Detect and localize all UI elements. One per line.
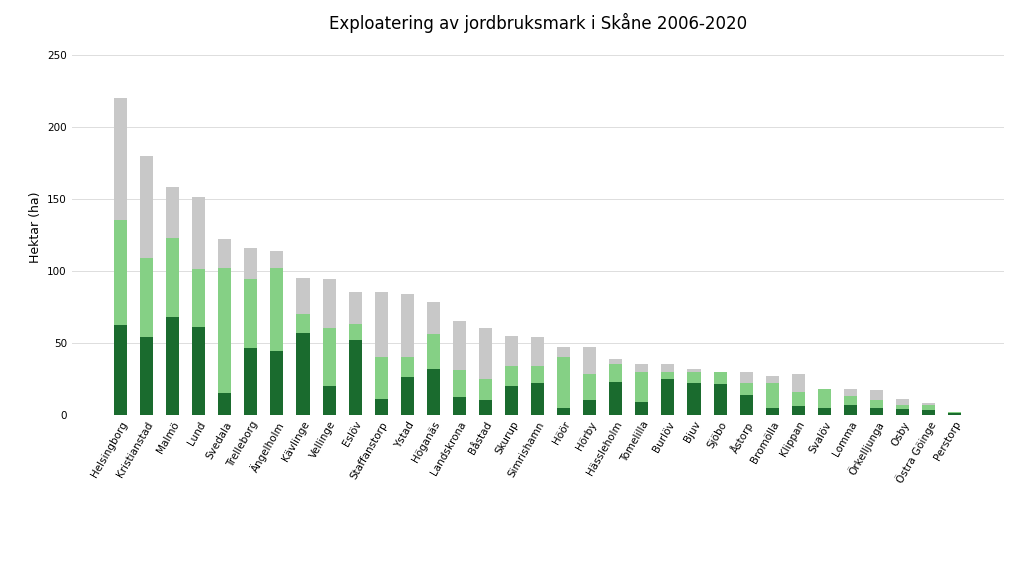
Title: Exploatering av jordbruksmark i Skåne 2006-2020: Exploatering av jordbruksmark i Skåne 20… (329, 13, 746, 33)
Bar (245, 348, 257, 415)
Bar (348, 340, 361, 415)
Bar (557, 347, 570, 357)
Bar (844, 396, 857, 404)
Bar (297, 278, 309, 314)
Bar (687, 369, 700, 372)
Bar (557, 408, 570, 415)
Bar (739, 372, 753, 383)
Bar (323, 386, 336, 415)
Bar (557, 357, 570, 408)
Bar (400, 357, 414, 377)
Bar (635, 372, 648, 402)
Bar (609, 381, 623, 415)
Bar (739, 383, 753, 395)
Bar (218, 268, 231, 393)
Bar (584, 347, 596, 374)
Bar (922, 403, 935, 404)
Bar (584, 400, 596, 415)
Bar (479, 400, 492, 415)
Bar (193, 327, 205, 415)
Bar (427, 334, 440, 369)
Bar (687, 383, 700, 415)
Bar (114, 98, 127, 220)
Y-axis label: Hektar (ha): Hektar (ha) (29, 192, 42, 263)
Bar (844, 404, 857, 415)
Bar (922, 410, 935, 415)
Bar (662, 365, 675, 372)
Bar (140, 258, 154, 337)
Bar (739, 395, 753, 415)
Bar (453, 397, 466, 415)
Bar (427, 369, 440, 415)
Bar (766, 383, 778, 408)
Bar (818, 389, 830, 408)
Bar (870, 400, 883, 408)
Bar (479, 379, 492, 400)
Bar (140, 337, 154, 415)
Bar (714, 385, 727, 415)
Bar (375, 357, 388, 399)
Bar (635, 365, 648, 372)
Bar (792, 406, 805, 415)
Bar (662, 379, 675, 415)
Bar (609, 358, 623, 364)
Bar (531, 366, 544, 383)
Bar (870, 391, 883, 400)
Bar (348, 292, 361, 324)
Bar (297, 332, 309, 415)
Bar (792, 374, 805, 392)
Bar (844, 389, 857, 396)
Bar (218, 239, 231, 268)
Bar (166, 187, 179, 237)
Bar (270, 268, 284, 351)
Bar (114, 220, 127, 325)
Bar (400, 294, 414, 357)
Bar (870, 408, 883, 415)
Bar (114, 325, 127, 415)
Bar (375, 399, 388, 415)
Bar (896, 404, 909, 409)
Bar (193, 197, 205, 270)
Bar (166, 317, 179, 415)
Bar (818, 408, 830, 415)
Bar (687, 372, 700, 383)
Bar (922, 404, 935, 410)
Bar (245, 248, 257, 279)
Bar (531, 337, 544, 366)
Bar (531, 383, 544, 415)
Bar (479, 328, 492, 379)
Bar (584, 374, 596, 400)
Bar (453, 370, 466, 397)
Bar (270, 351, 284, 415)
Bar (662, 372, 675, 379)
Bar (270, 251, 284, 268)
Bar (766, 408, 778, 415)
Bar (218, 393, 231, 415)
Bar (323, 279, 336, 328)
Bar (166, 237, 179, 317)
Bar (323, 328, 336, 386)
Bar (896, 399, 909, 404)
Bar (375, 292, 388, 357)
Bar (635, 402, 648, 415)
Bar (140, 156, 154, 258)
Bar (766, 376, 778, 383)
Bar (714, 372, 727, 385)
Bar (427, 302, 440, 334)
Bar (245, 279, 257, 348)
Bar (792, 392, 805, 406)
Bar (948, 414, 962, 415)
Bar (297, 314, 309, 332)
Bar (505, 335, 518, 366)
Bar (505, 386, 518, 415)
Bar (609, 364, 623, 381)
Bar (453, 321, 466, 370)
Bar (193, 270, 205, 327)
Bar (505, 366, 518, 386)
Bar (896, 409, 909, 415)
Bar (348, 324, 361, 340)
Bar (400, 377, 414, 415)
Bar (948, 412, 962, 414)
